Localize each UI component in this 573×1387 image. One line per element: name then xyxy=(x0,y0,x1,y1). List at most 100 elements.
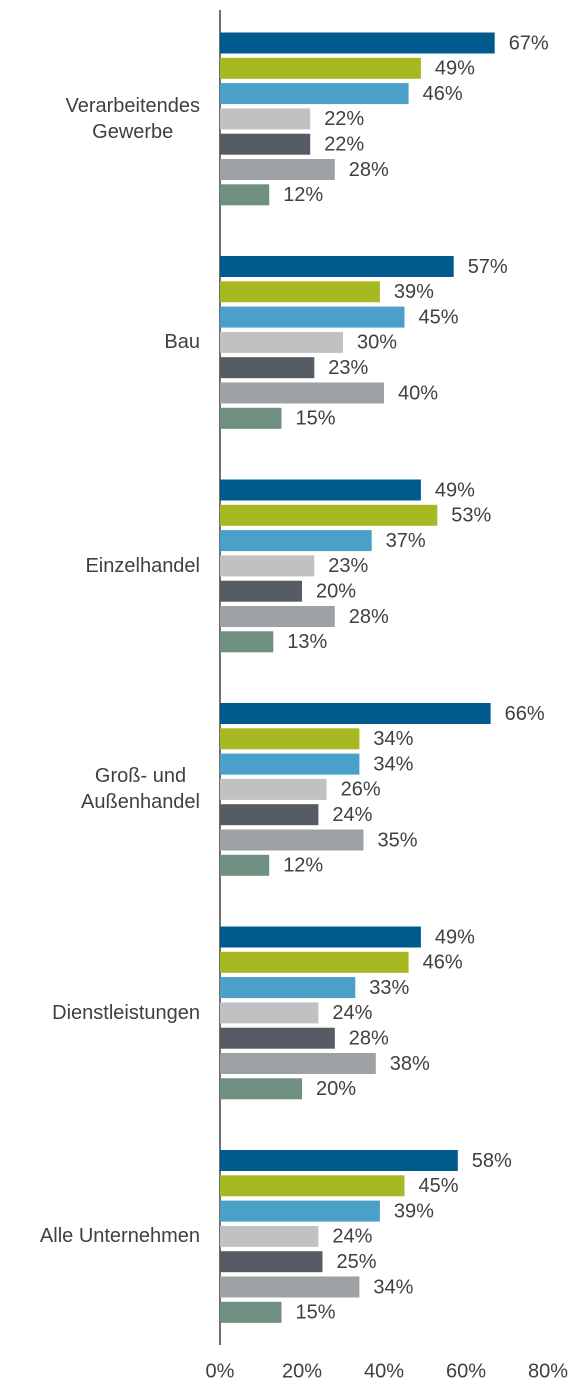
bar xyxy=(220,1150,458,1171)
bar xyxy=(220,407,282,429)
value-label: 58% xyxy=(472,1150,512,1172)
bar xyxy=(220,1200,380,1222)
value-label: 13% xyxy=(287,631,327,653)
bar xyxy=(220,306,405,328)
value-label: 22% xyxy=(324,133,364,155)
bar xyxy=(220,1225,319,1247)
value-label: 46% xyxy=(423,952,463,974)
bar xyxy=(220,530,372,552)
bar xyxy=(220,753,360,775)
bar xyxy=(220,1301,282,1323)
value-label: 28% xyxy=(349,1027,389,1049)
category-label-box: Dienstleistungen xyxy=(52,1000,200,1026)
value-label: 37% xyxy=(386,530,426,552)
value-label: 49% xyxy=(435,926,475,948)
value-label: 22% xyxy=(324,108,364,130)
value-label: 15% xyxy=(296,408,336,430)
bar xyxy=(220,184,270,206)
value-label: 30% xyxy=(357,332,397,354)
bar xyxy=(220,256,454,277)
value-label: 49% xyxy=(435,58,475,80)
bar xyxy=(220,977,356,999)
x-tick-label: 80% xyxy=(528,1360,568,1382)
category-label-box: Einzelhandel xyxy=(85,553,200,579)
category-label: Groß- und Außenhandel xyxy=(81,765,200,814)
x-tick-label: 60% xyxy=(446,1360,486,1382)
value-label: 40% xyxy=(398,382,438,404)
value-label: 34% xyxy=(373,1276,413,1298)
x-tick-label: 20% xyxy=(282,1360,322,1382)
value-label: 24% xyxy=(332,804,372,826)
bar xyxy=(220,804,319,826)
value-label: 28% xyxy=(349,606,389,628)
bar xyxy=(220,854,270,876)
bar xyxy=(220,829,364,851)
value-label: 35% xyxy=(378,829,418,851)
value-label: 15% xyxy=(296,1302,336,1324)
bar xyxy=(220,32,495,54)
value-label: 28% xyxy=(349,159,389,181)
value-label: 53% xyxy=(451,505,491,527)
category-label: Dienstleistungen xyxy=(52,1001,200,1024)
bar xyxy=(220,83,409,105)
value-label: 67% xyxy=(509,32,549,54)
value-label: 45% xyxy=(419,1175,459,1197)
value-label: 12% xyxy=(283,855,323,877)
value-label: 39% xyxy=(394,1200,434,1222)
bar xyxy=(220,606,335,627)
bar xyxy=(220,331,343,353)
value-label: 12% xyxy=(283,184,323,206)
value-label: 24% xyxy=(332,1002,372,1024)
bar xyxy=(220,159,335,180)
category-label-box: Bau xyxy=(164,329,200,355)
value-label: 23% xyxy=(328,357,368,379)
bar xyxy=(220,631,274,653)
bar xyxy=(220,555,315,577)
bar xyxy=(220,1276,360,1298)
category-label: Alle Unternehmen xyxy=(39,1225,200,1248)
bar xyxy=(220,57,421,79)
bar xyxy=(220,1078,302,1100)
value-label: 38% xyxy=(390,1053,430,1075)
value-label: 23% xyxy=(328,555,368,577)
bar xyxy=(220,108,311,130)
category-label-box: Alle Unternehmen xyxy=(40,1223,200,1249)
bar xyxy=(220,778,327,800)
value-label: 25% xyxy=(337,1251,377,1273)
bar xyxy=(220,728,360,750)
category-label: Verarbeitendes Gewerbe xyxy=(65,94,200,143)
bar xyxy=(220,1175,405,1197)
value-label: 20% xyxy=(316,580,356,602)
value-label: 34% xyxy=(373,753,413,775)
bar xyxy=(220,580,302,602)
bar xyxy=(220,1002,319,1024)
bar xyxy=(220,504,438,526)
value-label: 26% xyxy=(341,779,381,801)
value-label: 33% xyxy=(369,977,409,999)
value-label: 49% xyxy=(435,479,475,501)
category-label: Einzelhandel xyxy=(85,554,200,577)
bar xyxy=(220,926,421,948)
x-tick-label: 0% xyxy=(206,1360,235,1382)
value-label: 57% xyxy=(468,256,508,278)
category-label: Bau xyxy=(164,331,200,354)
bar xyxy=(220,357,315,379)
value-label: 20% xyxy=(316,1078,356,1100)
bar xyxy=(220,1251,323,1273)
value-label: 66% xyxy=(505,703,545,725)
bar xyxy=(220,1027,335,1049)
bar xyxy=(220,382,384,404)
x-tick-label: 40% xyxy=(364,1360,404,1382)
value-label: 24% xyxy=(332,1226,372,1248)
value-label: 34% xyxy=(373,728,413,750)
bar xyxy=(220,951,409,973)
value-label: 39% xyxy=(394,281,434,303)
bar xyxy=(220,479,421,501)
bar xyxy=(220,703,491,724)
bar xyxy=(220,281,380,303)
category-label-box: Groß- und Außenhandel xyxy=(81,763,200,815)
value-label: 45% xyxy=(419,306,459,328)
bar xyxy=(220,133,311,155)
